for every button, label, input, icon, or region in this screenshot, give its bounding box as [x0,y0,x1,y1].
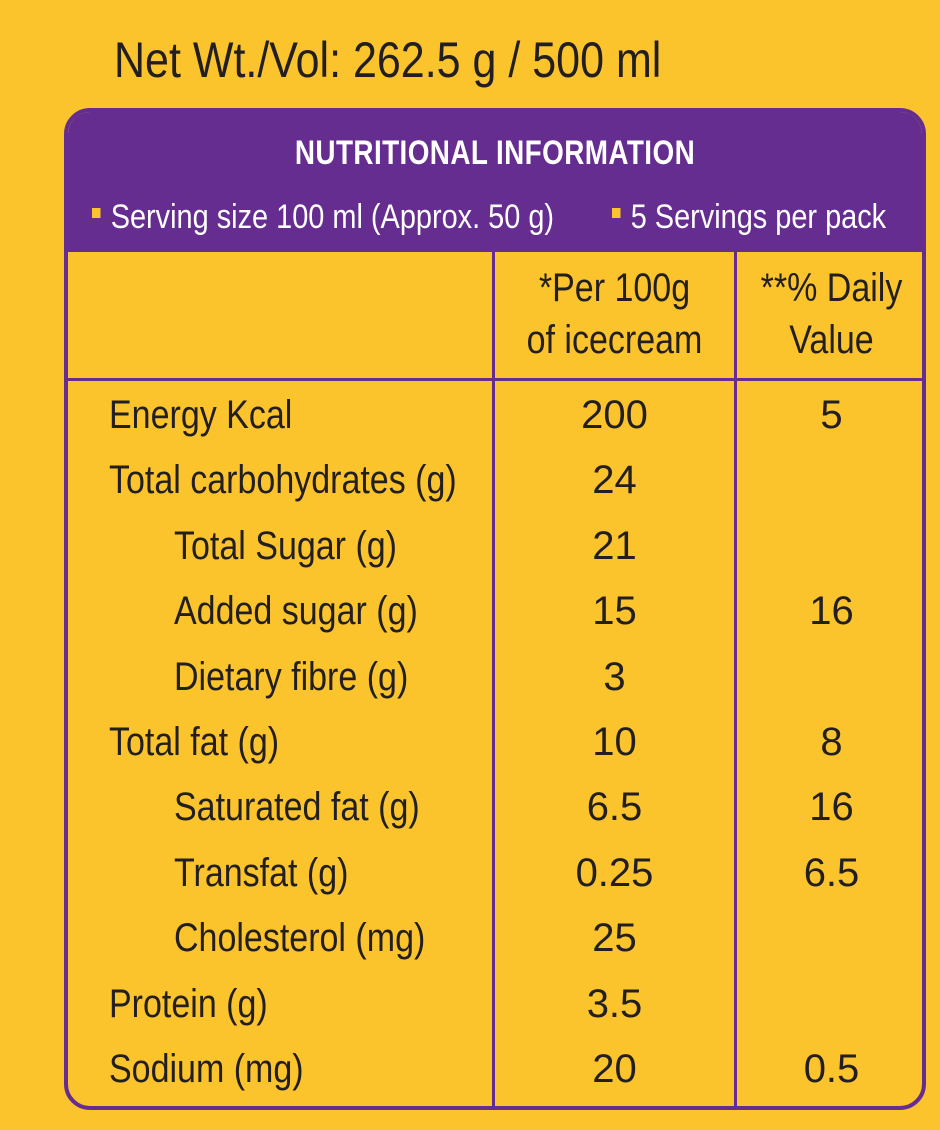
daily-value: 16 [809,589,854,634]
nutrient-row: Transfat (g) 0.25 6.5 [68,840,922,906]
per100-value: 20 [592,1047,637,1091]
nutrition-panel: NUTRITIONAL INFORMATION Serving size 100… [64,108,926,1110]
per100-value: 25 [592,916,637,961]
nutrient-label: Total fat (g) [109,720,280,764]
panel-title: NUTRITIONAL INFORMATION [294,134,696,172]
nutrient-row: Protein (g) 3.5 [68,971,922,1037]
per100-value: 3.5 [586,981,643,1026]
column-header-daily-value: **% Daily Value [760,266,903,362]
per100-value: 200 [581,393,648,437]
daily-value: 8 [820,720,843,764]
nutrient-label: Protein (g) [109,981,268,1026]
nutrient-label: Added sugar (g) [174,589,418,634]
serving-size: Serving size 100 ml (Approx. 50 g) [92,196,554,238]
daily-value: 6.5 [803,850,860,895]
net-weight: Net Wt./Vol: 262.5 g / 500 ml [114,32,662,88]
header-divider [68,378,922,381]
serving-size-text: Serving size 100 ml (Approx. 50 g) [110,198,555,236]
bullet-icon [612,208,621,219]
nutrient-label: Energy Kcal [109,393,293,437]
daily-value: 16 [809,785,854,830]
per100-value: 24 [592,458,637,503]
nutrient-label: Total Sugar (g) [174,523,397,568]
per100-value: 10 [592,720,637,764]
servings-per-pack-text: 5 Servings per pack [630,198,887,236]
per100-value: 0.25 [575,850,654,895]
nutrient-label: Total carbohydrates (g) [109,458,457,503]
nutrient-row: Energy Kcal 200 5 [68,382,922,448]
daily-value: 0.5 [803,1047,860,1091]
column-header-per100: *Per 100g of icecream [526,266,703,362]
bullet-icon [92,208,101,219]
nutrient-row: Total Sugar (g) 21 [68,513,922,579]
daily-value: 5 [820,393,843,437]
column-divider [492,252,495,1106]
nutrient-label: Sodium (mg) [109,1047,304,1091]
per100-value: 3 [603,654,626,699]
nutrient-row: Total fat (g) 10 8 [68,709,922,775]
per100-value: 21 [592,523,637,568]
nutrient-label: Dietary fibre (g) [174,654,409,699]
nutrient-row: Sodium (mg) 20 0.5 [68,1036,922,1102]
per100-value: 6.5 [586,785,643,830]
nutrient-label: Cholesterol (mg) [174,916,426,961]
nutrient-label: Saturated fat (g) [174,785,420,830]
header-band: NUTRITIONAL INFORMATION Serving size 100… [68,112,922,252]
nutrient-row: Added sugar (g) 15 16 [68,578,922,644]
nutrient-row: Dietary fibre (g) 3 [68,644,922,710]
nutrient-row: Total carbohydrates (g) 24 [68,447,922,513]
servings-per-pack: 5 Servings per pack [612,196,886,238]
nutrient-row: Cholesterol (mg) 25 [68,905,922,971]
per100-value: 15 [592,589,637,634]
nutrient-row: Saturated fat (g) 6.5 16 [68,774,922,840]
nutrient-label: Transfat (g) [174,850,349,895]
column-divider [734,252,737,1106]
